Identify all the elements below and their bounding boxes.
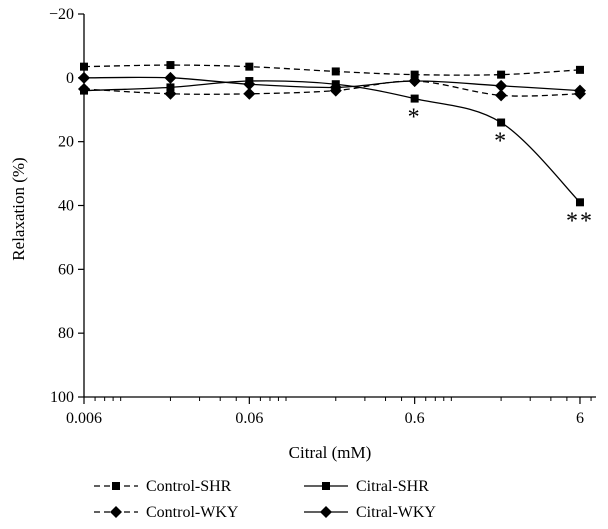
data-point-control-shr	[575, 65, 584, 74]
significance-marker: *	[408, 105, 422, 131]
x-tick-label: 0.006	[66, 410, 102, 427]
data-point-control-shr	[245, 62, 254, 71]
data-point-citral-wky	[78, 71, 90, 84]
legend-marker	[110, 506, 122, 518]
legend-marker	[320, 506, 332, 518]
series-layer	[78, 61, 586, 207]
legend-label: Citral-WKY	[356, 504, 436, 521]
significance-marker: *	[494, 128, 508, 154]
annotation-layer: ****	[408, 105, 594, 235]
y-tick-label: 60	[58, 261, 74, 278]
legend: Control-SHR Citral-SHR Control-WKY Citral-W…	[94, 478, 436, 521]
legend-marker	[322, 482, 330, 490]
y-tick-label: 20	[58, 134, 74, 151]
legend-item-control-shr: Control-SHR	[94, 478, 232, 495]
axes: −20 0 20 40 60 80 100 0.006 0.06 0.6 6	[49, 6, 596, 427]
data-point-control-wky	[78, 83, 90, 96]
y-tick-label: 100	[50, 389, 74, 406]
x-tick-label: 6	[576, 410, 584, 427]
series-citral-shr	[80, 77, 584, 207]
series-control-shr	[80, 61, 584, 79]
data-point-citral-wky	[329, 81, 342, 94]
data-point-citral-wky	[495, 79, 508, 92]
data-point-citral-wky	[243, 78, 256, 91]
x-tick-label: 0.6	[405, 410, 425, 427]
x-axis-label: Citral (mM)	[289, 443, 372, 462]
data-point-citral-wky	[164, 71, 177, 84]
legend-item-citral-wky: Citral-WKY	[304, 504, 436, 521]
data-point-control-wky	[164, 87, 177, 100]
data-point-citral-shr	[575, 198, 584, 207]
data-point-citral-shr	[497, 118, 506, 127]
data-point-citral-shr	[166, 83, 175, 92]
data-point-citral-shr	[410, 94, 419, 103]
x-tick-label: 0.06	[235, 410, 263, 427]
data-point-control-wky	[495, 89, 508, 102]
y-tick-label: 80	[58, 325, 74, 342]
data-point-control-shr	[166, 61, 175, 70]
legend-marker	[112, 482, 120, 490]
legend-item-citral-shr: Citral-SHR	[304, 478, 429, 495]
legend-label: Control-WKY	[146, 504, 239, 521]
legend-label: Control-SHR	[146, 478, 232, 495]
data-point-control-shr	[80, 62, 88, 71]
data-point-control-wky	[243, 87, 256, 100]
y-tick-label: −20	[49, 6, 74, 23]
series-citral-wky	[78, 71, 586, 97]
data-point-control-shr	[410, 70, 419, 79]
y-tick-label: 40	[58, 198, 74, 215]
data-point-control-shr	[497, 70, 506, 79]
data-point-control-shr	[331, 67, 340, 76]
data-point-citral-wky	[573, 84, 586, 97]
legend-label: Citral-SHR	[356, 478, 429, 495]
y-tick-label: 0	[66, 70, 74, 87]
legend-item-control-wky: Control-WKY	[94, 504, 239, 521]
y-axis-label: Relaxation (%)	[9, 157, 28, 260]
significance-marker: **	[566, 208, 594, 234]
data-point-citral-wky	[408, 75, 421, 88]
